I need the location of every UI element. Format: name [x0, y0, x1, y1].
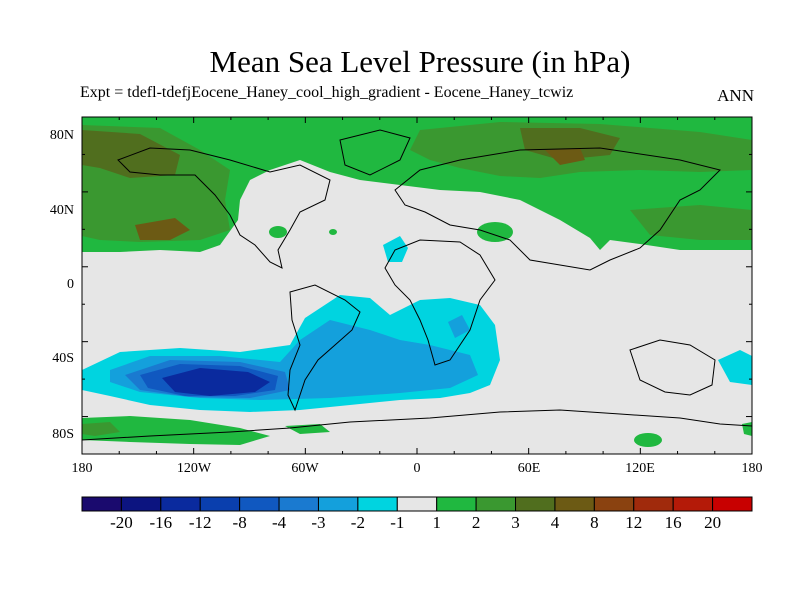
map-field: [82, 117, 752, 454]
south-cyan-patch-2: [448, 315, 470, 338]
colorbar-label: 20: [704, 513, 722, 532]
colorbar-swatch: [554, 496, 595, 512]
season-label: ANN: [717, 86, 754, 105]
africa-outline: [384, 239, 496, 366]
colorbar-label: -8: [232, 513, 247, 532]
colorbar-swatch: [120, 496, 162, 512]
colorbar-swatch: [357, 496, 398, 512]
colorbar: [81, 496, 753, 512]
colorbar-label: 4: [550, 513, 560, 532]
green-patch-2: [329, 229, 337, 235]
colorbar-label: 3: [511, 513, 520, 532]
colorbar-swatch: [672, 496, 714, 512]
antarctica-outline: [82, 409, 752, 441]
colorbar-label: 8: [590, 513, 599, 532]
australia-outline: [629, 339, 716, 396]
colorbar-swatch: [317, 496, 359, 512]
colorbar-label: -12: [188, 513, 212, 532]
cyan-patch-africa: [383, 236, 408, 262]
colorbar-label: 2: [471, 513, 481, 532]
lat-label-0: 0: [67, 277, 74, 292]
colorbar-label: -3: [311, 513, 326, 532]
north-america-outline: [117, 147, 331, 269]
south-america-outline: [287, 284, 361, 412]
colorbar-label: -20: [110, 513, 133, 532]
continent-outlines: [82, 129, 752, 441]
greenland-outline: [339, 129, 411, 176]
lon-label-60e: 60E: [517, 461, 541, 476]
colorbar-swatch: [81, 496, 122, 512]
north-green-dark-3: [630, 205, 752, 240]
lat-label-40n: 40N: [49, 203, 74, 218]
axis-ticks: [81, 116, 753, 455]
north-brown-2: [545, 148, 585, 165]
colorbar-label: -4: [271, 513, 287, 532]
colorbar-label: -2: [350, 513, 365, 532]
north-brown-1: [135, 218, 190, 240]
green-patch-4: [634, 433, 662, 447]
lon-label-0: 0: [413, 461, 421, 476]
colorbar-swatch: [593, 496, 635, 512]
colorbar-label: -16: [149, 513, 173, 532]
colorbar-label: 16: [664, 513, 682, 532]
lat-label-80s: 80S: [52, 427, 74, 442]
green-patch-1: [269, 226, 287, 238]
lon-label-60w: 60W: [291, 461, 319, 476]
colorbar-swatch: [475, 496, 517, 512]
colorbar-swatch: [239, 496, 280, 512]
south-positive-2: [82, 422, 120, 436]
north-olive-1: [82, 130, 180, 178]
green-patch-3: [477, 222, 513, 242]
colorbar-swatch: [278, 496, 319, 512]
lon-label-120e: 120E: [625, 461, 655, 476]
lon-label-180w: 180: [71, 461, 93, 476]
colorbar-label: 1: [432, 513, 441, 532]
eurasia-outline: [394, 147, 721, 271]
south-negative-5: [162, 368, 270, 396]
lat-label-40s: 40S: [52, 351, 74, 366]
lat-label-80n: 80N: [49, 128, 74, 143]
east-cyan-patch: [718, 350, 752, 385]
lon-label-180e: 180: [741, 461, 763, 476]
colorbar-swatch: [199, 496, 241, 512]
map-title: Mean Sea Level Pressure (in hPa): [209, 44, 631, 79]
lon-label-120w: 120W: [176, 461, 212, 476]
south-positive-3: [285, 424, 330, 434]
colorbar-label: 12: [625, 513, 643, 532]
colorbar-swatch: [396, 496, 438, 512]
colorbar-swatch: [633, 496, 674, 512]
south-positive-region: [82, 416, 270, 445]
colorbar-swatch: [515, 496, 556, 512]
colorbar-swatch: [436, 496, 477, 512]
colorbar-swatch: [712, 496, 753, 512]
colorbar-label: -1: [390, 513, 405, 532]
experiment-subtitle: Expt = tdefl-tdefjEocene_Haney_cool_high…: [80, 84, 574, 101]
colorbar-swatch: [160, 496, 201, 512]
north-olive-2: [520, 128, 620, 160]
